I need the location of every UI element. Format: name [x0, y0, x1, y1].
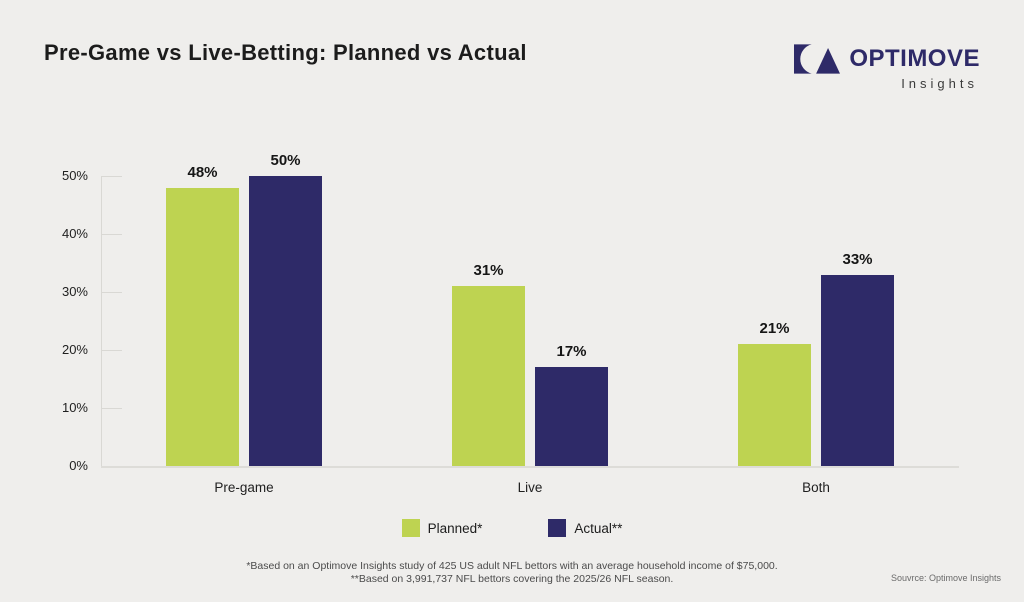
x-axis-category-label: Both: [802, 480, 830, 495]
optimove-logo: OPTIMOVE Insights: [794, 44, 980, 91]
footnotes: *Based on an Optimove Insights study of …: [0, 560, 1024, 586]
bar-planned-live: [452, 286, 525, 466]
bar-value-label: 21%: [759, 320, 790, 338]
bar-planned-both: [738, 344, 811, 466]
bar-planned-pre-game: [166, 187, 239, 466]
legend-label: Actual**: [574, 520, 623, 536]
y-axis-line: [101, 176, 102, 466]
optimove-logo-icon: [794, 44, 841, 74]
chart-legend: Planned* Actual**: [0, 519, 1024, 537]
legend-item: Actual**: [548, 519, 622, 537]
footnote-line-1: *Based on an Optimove Insights study of …: [246, 560, 778, 572]
x-axis-category-label: Pre-game: [214, 480, 274, 495]
legend-swatch: [401, 519, 420, 537]
x-axis-category-label: Live: [517, 480, 543, 495]
y-axis-tick: [101, 233, 122, 235]
source-credit: Souvrce: Optimove Insights: [890, 573, 1001, 583]
bar-value-label: 50%: [270, 152, 301, 169]
y-axis-label: 30%: [61, 284, 88, 299]
y-axis-label: 20%: [61, 342, 88, 357]
legend-item: Planned*: [401, 519, 483, 537]
bar-chart-plot: 0% 10% 20% 30% 40% 50% 48% 50% Pre-game 31% 17% Liv…: [62, 152, 959, 495]
footnote-line-2: **Based on 3,991,737 NFL bettors coverin…: [350, 573, 674, 585]
y-axis-label: 50%: [61, 168, 88, 183]
y-axis-tick: [101, 349, 122, 351]
y-axis-label: 10%: [61, 400, 88, 415]
bar-actual-live: [535, 367, 608, 466]
y-axis-tick: [101, 175, 122, 177]
legend-swatch: [548, 519, 567, 537]
bar-actual-both: [821, 274, 894, 466]
bar-actual-pre-game: [249, 176, 322, 466]
bar-value-label: 48%: [187, 163, 218, 181]
page-title: Pre-Game vs Live-Betting: Planned vs Act…: [44, 40, 527, 65]
bar-value-label: 33%: [842, 250, 873, 268]
y-axis-tick: [101, 291, 122, 293]
logo-brand-text: OPTIMOVE: [849, 45, 980, 72]
y-axis-label: 0%: [69, 458, 88, 473]
x-axis-baseline: [101, 466, 959, 468]
y-axis-tick: [101, 407, 122, 409]
bar-value-label: 17%: [556, 343, 587, 361]
bar-value-label: 31%: [473, 262, 504, 280]
y-axis-label: 40%: [61, 226, 88, 241]
legend-label: Planned*: [427, 520, 483, 536]
logo-sub-text: Insights: [901, 76, 978, 91]
